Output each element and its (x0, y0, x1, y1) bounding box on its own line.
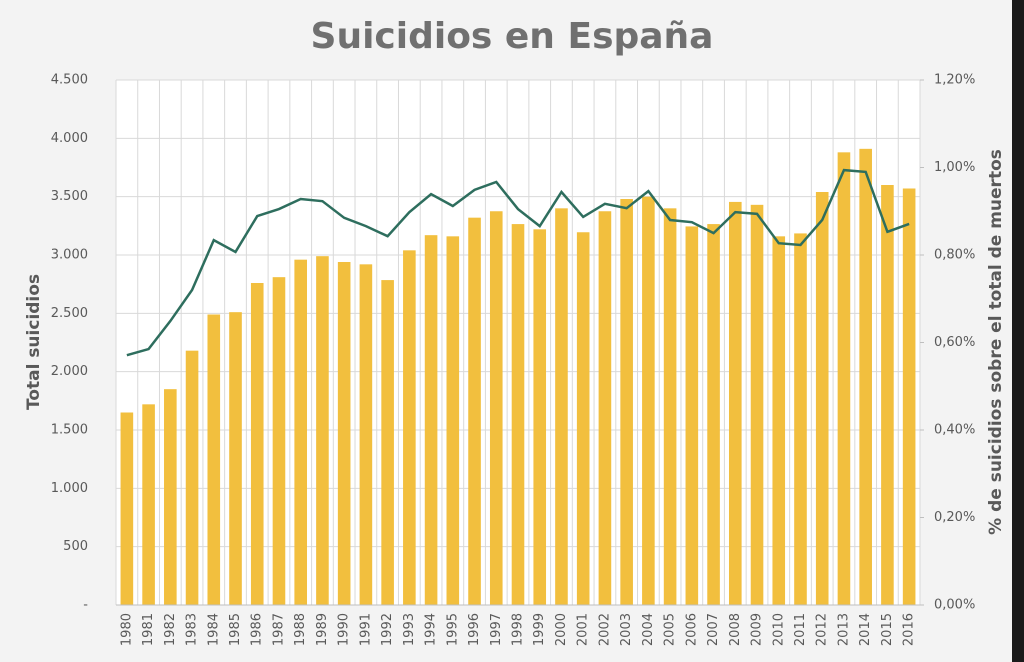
x-tick-label: 2003 (619, 613, 634, 646)
y2-tick-label: 1,20% (934, 73, 975, 88)
x-tick-label: 2004 (641, 613, 656, 646)
bar (316, 256, 329, 605)
bar (772, 236, 786, 606)
bar (794, 233, 807, 605)
y-tick-label: 3.000 (51, 248, 88, 263)
x-tick-label: 1998 (511, 613, 526, 646)
x-tick-label: 1995 (445, 613, 460, 646)
bar (642, 196, 655, 605)
x-tick-label: 1990 (337, 613, 352, 646)
bar (403, 250, 416, 606)
bar (164, 389, 177, 605)
frame-edge (1012, 0, 1024, 662)
bar (663, 208, 677, 606)
bar (620, 199, 633, 605)
bar (207, 314, 221, 605)
x-tick-label: 2007 (706, 613, 721, 646)
x-tick-label: 2000 (554, 613, 569, 646)
x-tick-label: 2013 (836, 613, 851, 646)
bar (337, 262, 351, 605)
x-tick-label: 1985 (228, 613, 243, 646)
bar (468, 217, 481, 605)
y-tick-label: 1.500 (51, 423, 88, 438)
x-tick-label: 2008 (728, 613, 743, 646)
x-tick-label: 2001 (576, 613, 591, 646)
x-tick-label: 1981 (141, 613, 156, 646)
y2-tick-label: 0,60% (934, 335, 975, 350)
x-tick-label: 1986 (250, 613, 265, 646)
x-tick-label: 2012 (815, 613, 830, 646)
x-tick-label: 2014 (858, 613, 873, 646)
x-tick-label: 2015 (880, 613, 895, 646)
bar (837, 152, 851, 606)
y-tick-label: 1.000 (51, 481, 88, 496)
x-tick-label: 1993 (402, 613, 417, 646)
bar (555, 208, 568, 606)
x-tick-label: 2002 (597, 613, 612, 646)
bar (685, 226, 699, 605)
bar (294, 259, 308, 605)
x-tick-label: 1999 (532, 613, 547, 646)
bar (728, 201, 742, 605)
y-tick-label: - (83, 598, 88, 613)
chart-title: Suicidios en España (311, 16, 714, 57)
bar (359, 264, 373, 605)
y-tick-label: 2.000 (51, 364, 88, 379)
x-tick-label: 2010 (771, 613, 786, 646)
bar (576, 232, 590, 605)
y2-tick-label: 0,40% (934, 423, 975, 438)
x-tick-label: 1989 (315, 613, 330, 646)
bar (511, 224, 525, 606)
y-tick-label: 4.500 (51, 73, 88, 88)
bar (250, 283, 264, 605)
bar (229, 312, 242, 605)
bar (750, 204, 764, 606)
x-tick-label: 2011 (793, 613, 808, 646)
bar (489, 211, 503, 605)
x-tick-label: 2009 (750, 613, 765, 646)
x-tick-label: 1994 (424, 613, 439, 646)
x-tick-label: 1983 (185, 613, 200, 646)
bar (707, 224, 720, 606)
x-tick-label: 1982 (163, 613, 178, 646)
y2-tick-label: 0,00% (934, 598, 975, 613)
bar (446, 236, 460, 606)
x-tick-label: 1987 (271, 613, 286, 646)
x-tick-label: 1996 (467, 613, 482, 646)
y-tick-label: 4.000 (51, 131, 88, 146)
y2-tick-label: 0,80% (934, 248, 975, 263)
x-tick-label: 1980 (119, 613, 134, 646)
bar (598, 211, 612, 605)
y2-tick-label: 0,20% (934, 510, 975, 525)
x-tick-label: 1997 (489, 613, 504, 646)
bar (424, 235, 438, 605)
x-tick-label: 2016 (902, 613, 917, 646)
x-tick-label: 1992 (380, 613, 395, 646)
bar (120, 412, 134, 605)
bar (815, 192, 829, 605)
bar (185, 350, 199, 605)
bar (881, 185, 894, 605)
x-tick-label: 1988 (293, 613, 308, 646)
bar (381, 280, 394, 605)
x-tick-label: 1991 (358, 613, 373, 646)
y-tick-label: 500 (63, 539, 88, 554)
line (126, 168, 910, 357)
y-axis-title: Total suicidios (24, 274, 44, 410)
x-tick-label: 2005 (663, 613, 678, 646)
y-tick-label: 2.500 (51, 306, 88, 321)
bar (272, 277, 286, 605)
bar (902, 188, 916, 605)
bar (142, 404, 155, 605)
y2-axis-title: % de suicidios sobre el total de muertos (986, 149, 1006, 535)
y-tick-label: 3.500 (51, 189, 88, 204)
x-tick-label: 2006 (684, 613, 699, 646)
y2-tick-label: 1,00% (934, 160, 975, 175)
bar (859, 148, 872, 606)
bar (533, 229, 547, 606)
x-tick-label: 1984 (206, 613, 221, 646)
